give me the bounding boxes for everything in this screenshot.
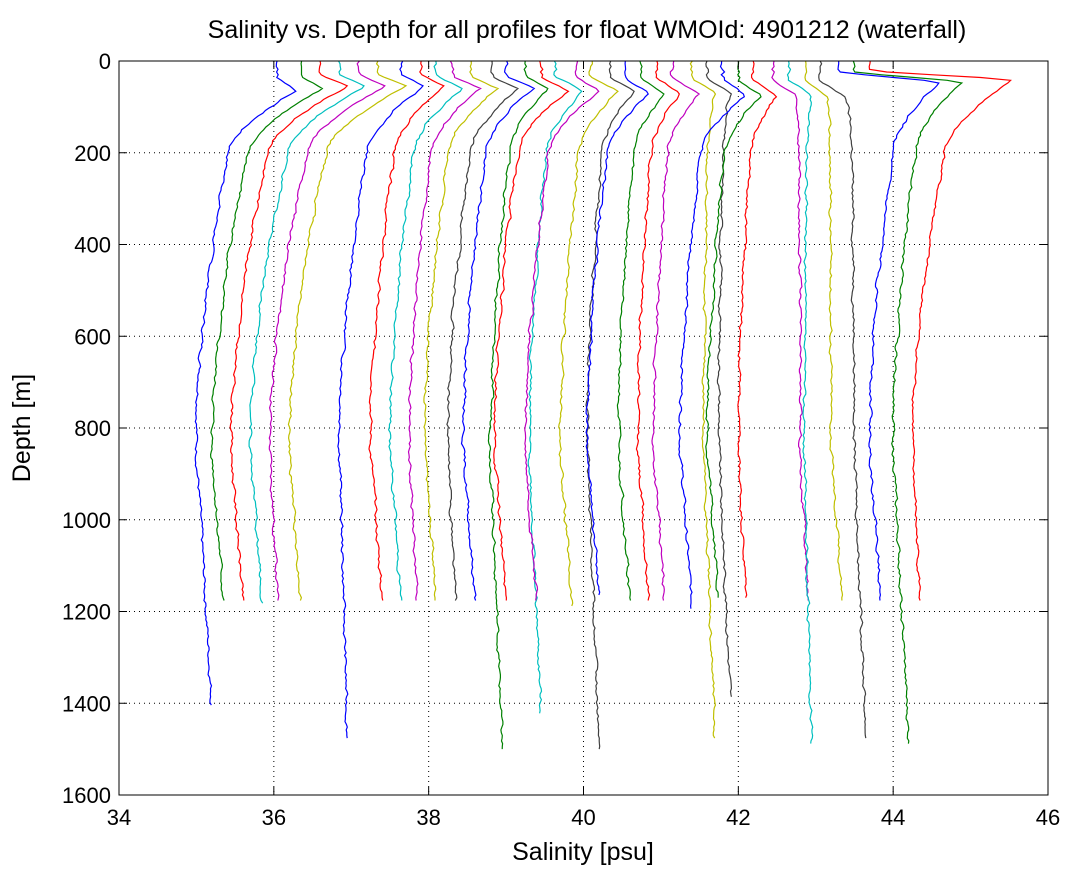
profile-line — [786, 60, 814, 744]
profile-line — [705, 60, 733, 697]
profile-line — [852, 60, 964, 744]
profile-line — [689, 60, 717, 739]
profile-line — [268, 60, 386, 601]
y-tick-label: 1400 — [62, 691, 111, 716]
profile-series — [194, 60, 1012, 750]
profile-line — [585, 60, 649, 596]
profile-line — [737, 60, 778, 598]
profile-line — [635, 60, 680, 601]
chart-title: Salinity vs. Depth for all profiles for … — [208, 16, 967, 44]
y-tick-label: 400 — [74, 233, 111, 258]
x-tick-label: 38 — [416, 805, 440, 830]
profile-line — [558, 60, 619, 607]
profile-line — [818, 60, 867, 739]
y-tick-label: 1600 — [62, 783, 111, 808]
x-tick-label: 40 — [571, 805, 595, 830]
profile-line — [804, 60, 844, 601]
profile-line — [337, 60, 424, 739]
profile-line — [651, 60, 701, 601]
profile-line — [387, 60, 463, 601]
axis-ticks: 34 36 38 40 42 44 46 0 200 400 600 800 1000 1200 1400 1… — [62, 49, 1060, 830]
profile-line — [524, 60, 600, 601]
profile-line — [229, 60, 349, 601]
profile-line — [248, 60, 365, 604]
y-tick-label: 800 — [74, 416, 111, 441]
profile-line — [705, 60, 762, 598]
profile-line — [771, 60, 809, 601]
profile-line — [446, 60, 520, 601]
profile-line — [678, 60, 746, 609]
profile-line — [368, 60, 445, 601]
profile-line — [487, 60, 549, 750]
x-tick-label: 36 — [262, 805, 286, 830]
y-tick-label: 600 — [74, 324, 111, 349]
y-tick-label: 200 — [74, 141, 111, 166]
x-tick-label: 44 — [881, 805, 905, 830]
profile-line — [868, 60, 1012, 601]
x-tick-label: 34 — [107, 805, 131, 830]
profile-line — [407, 60, 482, 601]
profile-line — [423, 60, 500, 601]
profile-line — [493, 60, 570, 601]
profile-line — [527, 60, 583, 714]
y-axis-label: Depth [m] — [8, 374, 36, 482]
profile-line — [287, 60, 408, 601]
grid-lines — [119, 61, 1048, 795]
profile-line — [209, 60, 324, 601]
x-tick-label: 46 — [1036, 805, 1060, 830]
profile-line — [585, 60, 635, 750]
profile-line — [837, 61, 940, 601]
profile-line — [460, 60, 536, 601]
profile-line — [194, 60, 297, 706]
x-axis-label: Salinity [psu] — [512, 838, 654, 866]
profile-line — [616, 60, 665, 601]
y-tick-label: 1200 — [62, 600, 111, 625]
y-tick-label: 0 — [99, 49, 111, 74]
y-tick-label: 1000 — [62, 508, 111, 533]
x-tick-label: 42 — [726, 805, 750, 830]
